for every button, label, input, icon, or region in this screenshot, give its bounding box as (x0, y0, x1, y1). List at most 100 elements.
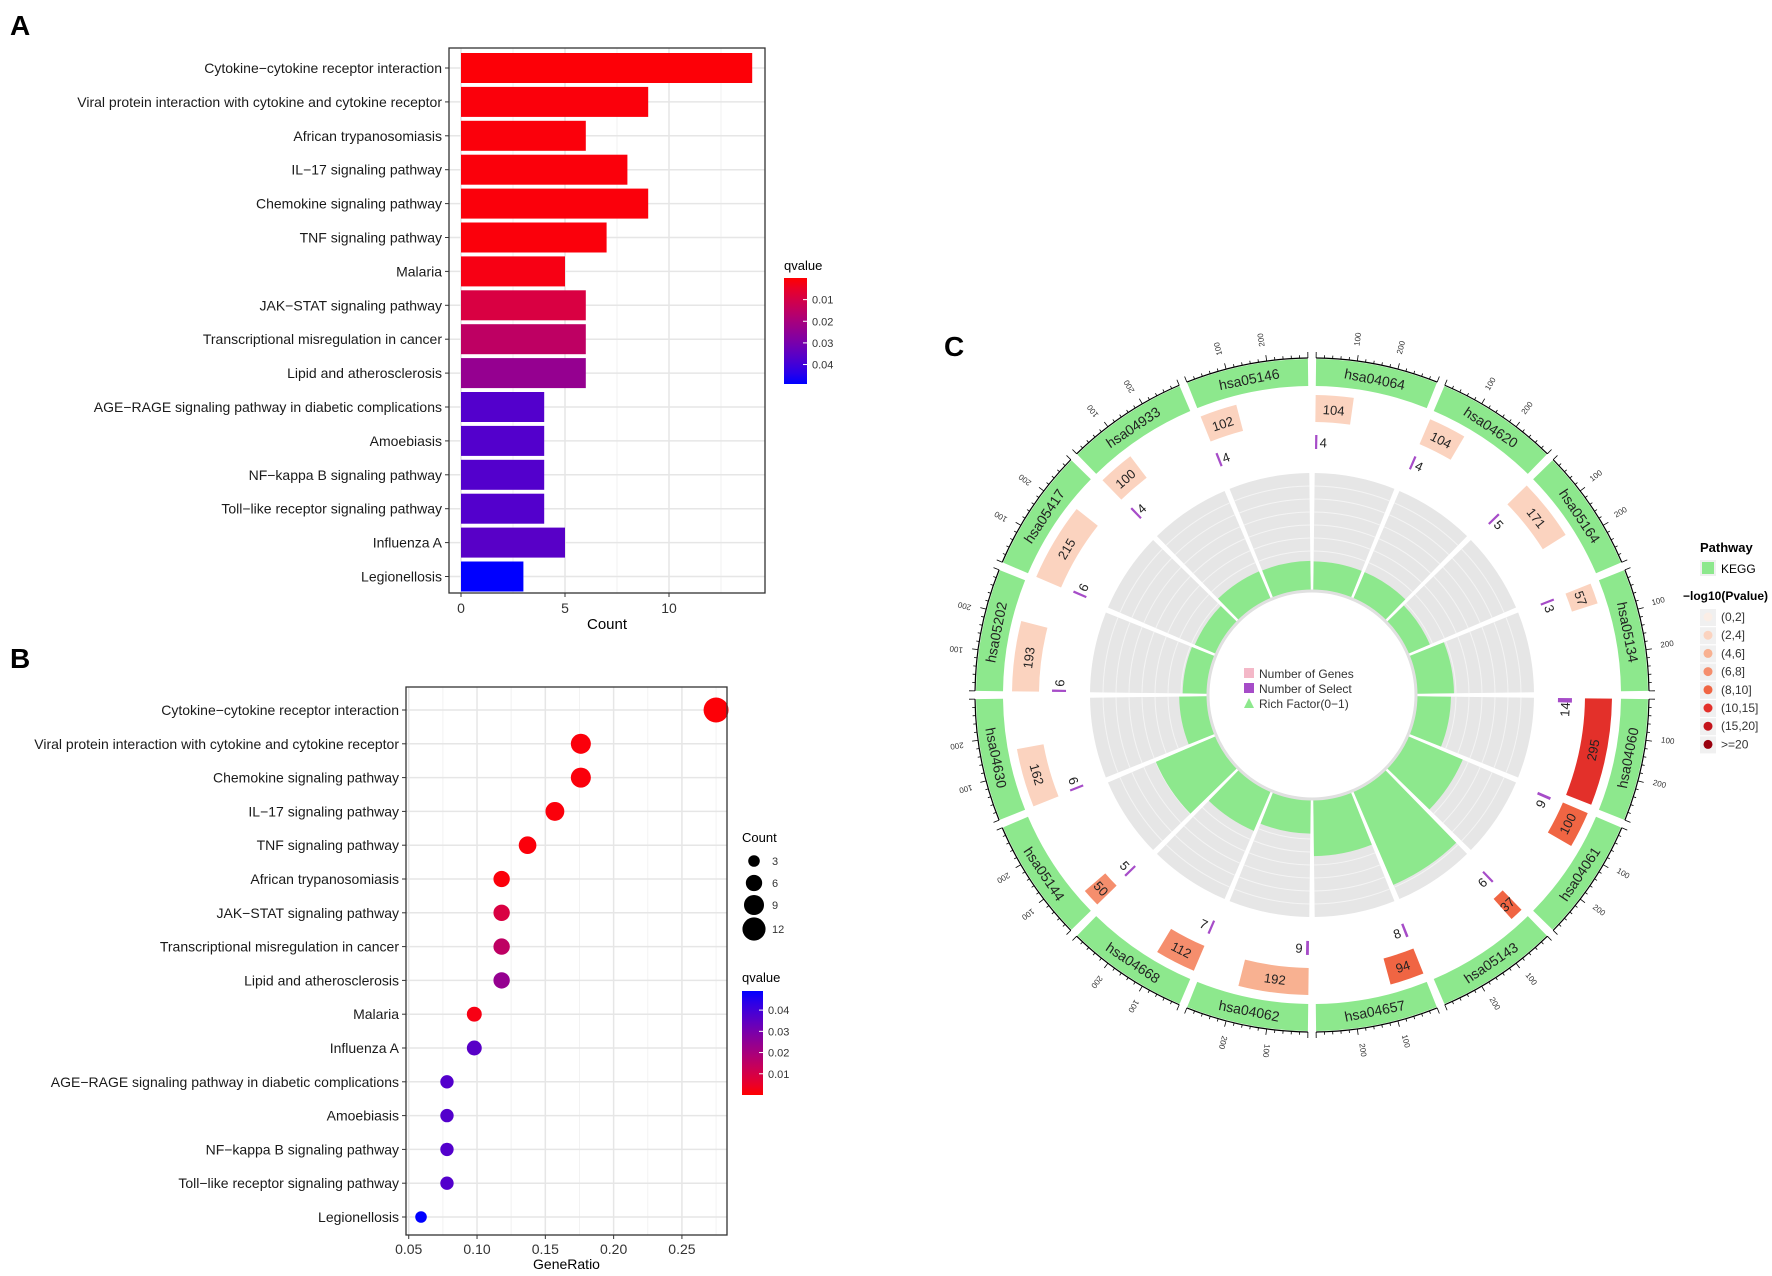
scale-tick (1080, 445, 1083, 449)
track-gridline (1314, 852, 1376, 866)
dot (440, 1075, 454, 1089)
scale-tick (1193, 376, 1195, 380)
scale-tick (1637, 607, 1644, 610)
bar (461, 53, 753, 83)
scale-tick (1645, 648, 1652, 651)
legend-label: (15,20] (1721, 719, 1758, 733)
y-tick-label: Viral protein interaction with cytokine … (34, 736, 399, 752)
scale-axis (1552, 827, 1623, 931)
genes-bar (1016, 744, 1059, 807)
scale-tick (1515, 962, 1521, 969)
legend-colorbar (784, 278, 807, 384)
track-gridline (1131, 557, 1173, 618)
scale-tick (1036, 892, 1040, 895)
scale-tick (1356, 1028, 1359, 1035)
track-gridline (1211, 562, 1256, 593)
scale-axis (1186, 357, 1308, 383)
pathway-ring-segment (1315, 981, 1437, 1031)
select-count-label: 4 (1220, 449, 1232, 466)
select-count-label: 6 (1065, 775, 1082, 787)
scale-tick (1013, 530, 1017, 533)
track-gridline (1234, 888, 1310, 905)
y-tick-label: NF−kappa B signaling pathway (206, 1141, 399, 1157)
y-tick-label: Transcriptional misregulation in cancer (160, 939, 399, 955)
scale-tick (972, 739, 979, 742)
track-gridline (1119, 548, 1163, 613)
pathway-ring-segment (1077, 916, 1191, 1004)
rich-factor-bar (1409, 696, 1451, 747)
scale-tick-label: 100 (1524, 971, 1540, 988)
select-count-label: 9 (1533, 797, 1550, 810)
scale-tick (1112, 419, 1115, 423)
scale-tick (1421, 373, 1423, 377)
scale-tick (1208, 1016, 1211, 1020)
scale-tick (1099, 429, 1102, 433)
scale-axis (974, 569, 1000, 691)
scale-tick (1444, 1004, 1448, 1011)
select-bar (1207, 920, 1216, 934)
scale-tick (1133, 981, 1136, 985)
rich-factor-track (1090, 612, 1215, 694)
select-bar (1540, 598, 1555, 606)
bar (461, 222, 607, 253)
scale-axis (1001, 459, 1072, 563)
scale-tick (1552, 930, 1558, 935)
scale-tick (1057, 917, 1060, 921)
scale-tick (1610, 538, 1614, 541)
scale-tick (1495, 409, 1498, 413)
genes-bar (1157, 928, 1205, 971)
scale-tick (979, 764, 983, 766)
rich-factor-bar (1313, 792, 1372, 857)
scale-tick (1002, 834, 1006, 837)
bar (461, 154, 628, 185)
scale-tick (1092, 434, 1096, 438)
dot (518, 836, 537, 855)
scale-tick (1086, 440, 1090, 443)
x-tick-label: 5 (561, 600, 569, 616)
scale-tick (1630, 584, 1634, 586)
track-gridline (1313, 537, 1371, 550)
pvalue-legend-dot (1703, 739, 1713, 749)
scale-tick-label: 200 (1660, 639, 1675, 650)
scale-tick-label: 100 (948, 644, 963, 655)
rich-factor-track (1107, 539, 1237, 654)
scale-tick (1062, 924, 1066, 927)
dot (440, 1142, 454, 1157)
track-gridline (1368, 562, 1413, 593)
track-gridline (1183, 526, 1241, 565)
scale-tick (1627, 576, 1631, 578)
scale-tick (1594, 509, 1598, 512)
scale-tick (1038, 486, 1045, 492)
track-gridline (1314, 888, 1390, 905)
pathway-ring-segment (1433, 386, 1547, 474)
scale-tick (1602, 521, 1609, 526)
scale-tick (979, 624, 983, 626)
rich-factor-bar (1353, 572, 1406, 620)
select-bar (1482, 871, 1494, 883)
select-bar (1130, 507, 1142, 519)
size-legend-dot (745, 874, 763, 892)
scale-tick (1138, 398, 1143, 405)
size-legend-label: 3 (772, 856, 778, 868)
track-gridline (1155, 575, 1191, 629)
legend-title: qvalue (742, 970, 780, 985)
scale-tick (1522, 429, 1525, 433)
y-tick-label: JAK−STAT signaling pathway (217, 905, 400, 921)
track-gridline (1239, 498, 1310, 514)
select-count-label: 7 (1197, 916, 1210, 933)
select-count-label: 14 (1557, 702, 1573, 717)
y-tick-label: Chemokine signaling pathway (213, 770, 399, 786)
scale-tick (1643, 756, 1647, 758)
dot (466, 1006, 482, 1022)
pvalue-legend-dot (1703, 721, 1713, 731)
track-gridline (1202, 807, 1251, 840)
scale-tick (1126, 977, 1129, 981)
pathway-ring-segment (1533, 460, 1621, 574)
track-gridline (1192, 816, 1246, 852)
scale-tick (993, 812, 997, 814)
scale-tick (1233, 1022, 1235, 1026)
y-tick-label: African trypanosomiasis (293, 128, 442, 144)
genes-bar (1566, 698, 1612, 805)
